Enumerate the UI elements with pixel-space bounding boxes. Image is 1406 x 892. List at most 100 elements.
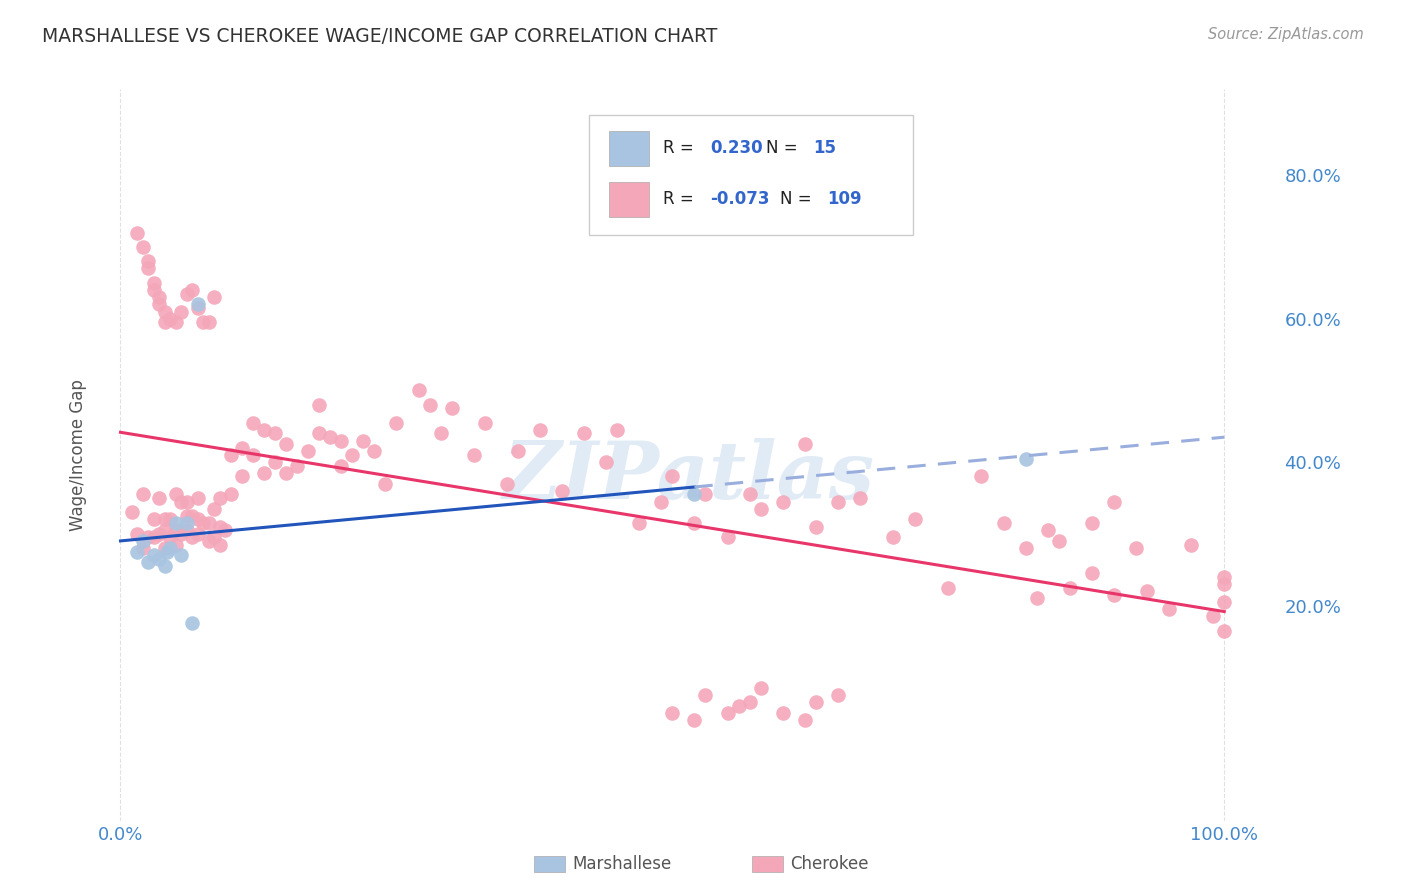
Point (429, 426, 451, 441)
Point (474, 416, 496, 430)
Point (827, 494, 849, 508)
Point (159, 311, 181, 326)
Point (506, 444, 529, 458)
Point (165, 315, 187, 329)
Point (136, 261, 159, 276)
Point (650, 494, 672, 508)
Point (374, 476, 396, 491)
Text: R =: R = (664, 190, 699, 208)
Point (264, 455, 287, 469)
Bar (609, 182, 648, 218)
Point (153, 304, 176, 318)
Point (142, 549, 165, 563)
Point (342, 448, 364, 462)
Point (695, 688, 717, 702)
Point (1081, 516, 1104, 530)
Point (1213, 577, 1236, 591)
Point (727, 698, 749, 713)
Point (198, 315, 221, 329)
Point (661, 469, 683, 483)
Point (159, 541, 181, 556)
Point (131, 533, 153, 548)
Point (187, 301, 209, 315)
Point (121, 505, 143, 519)
Point (131, 487, 153, 501)
Point (148, 297, 170, 311)
Point (156, 545, 179, 559)
Point (181, 530, 204, 544)
Text: Source: ZipAtlas.com: Source: ZipAtlas.com (1208, 27, 1364, 42)
Point (749, 681, 772, 695)
Point (231, 441, 253, 455)
Point (695, 487, 717, 501)
Point (440, 401, 463, 416)
Point (181, 616, 204, 631)
Point (1202, 609, 1225, 624)
Point (970, 469, 993, 483)
Point (242, 448, 264, 462)
Point (125, 545, 148, 559)
Point (202, 501, 225, 516)
Point (308, 398, 330, 412)
Point (181, 508, 204, 523)
Point (827, 688, 849, 702)
Point (330, 458, 353, 473)
Point (793, 437, 815, 451)
Point (219, 487, 242, 501)
Point (993, 516, 1015, 530)
Point (308, 426, 330, 441)
Point (165, 537, 187, 551)
Y-axis label: Wage/Income Gap: Wage/Income Gap (69, 379, 87, 531)
Point (274, 466, 297, 480)
Point (1213, 595, 1236, 609)
Point (214, 523, 236, 537)
Point (595, 455, 617, 469)
Point (793, 713, 815, 727)
Point (285, 458, 308, 473)
Point (187, 491, 209, 505)
Point (187, 526, 209, 541)
Point (683, 516, 706, 530)
Point (716, 706, 738, 720)
Point (148, 290, 170, 304)
Point (125, 226, 148, 240)
FancyBboxPatch shape (589, 115, 914, 235)
Point (165, 487, 187, 501)
Point (683, 487, 706, 501)
Point (408, 384, 430, 398)
Point (165, 516, 187, 530)
Point (148, 552, 170, 566)
Point (749, 501, 772, 516)
Point (1059, 581, 1081, 595)
Text: -0.073: -0.073 (710, 190, 769, 208)
Point (208, 519, 231, 533)
Point (170, 494, 193, 508)
Point (1081, 566, 1104, 581)
Point (419, 398, 441, 412)
Point (1102, 588, 1125, 602)
Point (1157, 602, 1180, 616)
Point (849, 491, 872, 505)
Point (176, 286, 198, 301)
Point (176, 494, 198, 508)
Point (572, 426, 595, 441)
Point (159, 512, 181, 526)
Point (1014, 451, 1036, 466)
Point (804, 519, 827, 533)
Point (738, 695, 761, 709)
Point (1036, 523, 1059, 537)
Point (904, 512, 927, 526)
Point (159, 530, 181, 544)
Point (683, 713, 706, 727)
Point (153, 541, 176, 556)
Text: N =: N = (766, 139, 803, 157)
Point (1180, 537, 1202, 551)
Point (661, 706, 683, 720)
Point (253, 423, 276, 437)
Point (136, 556, 159, 570)
Point (136, 254, 159, 268)
Point (1136, 584, 1159, 599)
Point (253, 466, 276, 480)
Point (264, 426, 287, 441)
Point (882, 530, 904, 544)
